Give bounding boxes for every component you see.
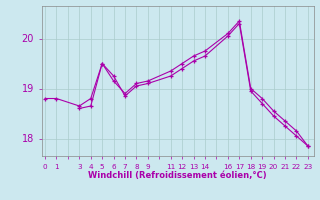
X-axis label: Windchill (Refroidissement éolien,°C): Windchill (Refroidissement éolien,°C) — [88, 171, 267, 180]
